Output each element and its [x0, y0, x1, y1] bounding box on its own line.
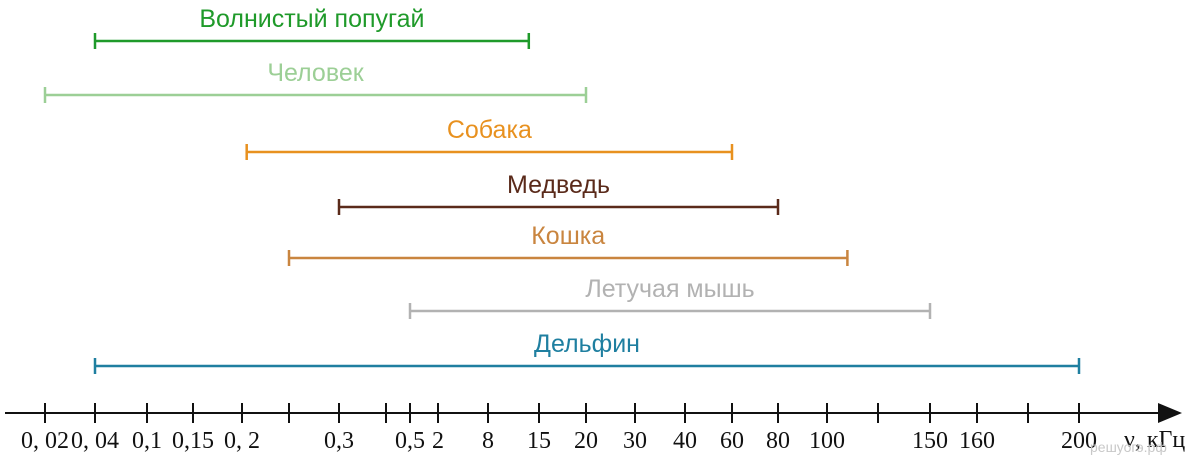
range-label: Летучая мышь — [585, 275, 754, 303]
range-bar: Летучая мышь — [408, 275, 932, 319]
range-label: Волнистый попугай — [199, 5, 424, 33]
range-label: Дельфин — [534, 330, 640, 358]
range-bar: Медведь — [337, 171, 780, 215]
x-tick-label: 60 — [720, 428, 744, 454]
x-tick-label: 100 — [809, 428, 845, 454]
x-tick-label: 30 — [623, 428, 647, 454]
ticks-layer: 0, 02 0, 04 0,1 0,15 0, 2 0,3 0,5 2 8 15 20 30 40 60 8… — [21, 403, 1097, 454]
x-tick-label: 0, 04 — [71, 428, 119, 454]
x-tick-label: 2 — [432, 428, 444, 454]
x-tick-label: 20 — [574, 428, 598, 454]
x-tick-label: 0, 02 — [21, 428, 69, 454]
range-bar: Собака — [245, 116, 734, 160]
range-label: Медведь — [507, 171, 610, 199]
range-bar: Волнистый попугай — [93, 5, 531, 49]
x-tick-label: 80 — [766, 428, 790, 454]
x-tick-label: 200 — [1061, 428, 1097, 454]
range-bar: Кошка — [287, 222, 849, 266]
x-tick-label: 40 — [673, 428, 697, 454]
x-tick-label: 0,15 — [172, 428, 214, 454]
x-tick-label: 0,3 — [324, 428, 354, 454]
x-tick-label: 15 — [527, 428, 551, 454]
x-axis-label: ν, кГц — [1124, 427, 1185, 453]
range-bar: Дельфин — [93, 330, 1081, 374]
x-tick-label: 150 — [912, 428, 948, 454]
range-label: Человек — [267, 59, 364, 87]
x-tick-label: 0, 2 — [224, 428, 260, 454]
x-tick-label: 160 — [959, 428, 995, 454]
range-label: Собака — [447, 116, 532, 144]
range-label: Кошка — [531, 222, 605, 250]
x-tick-label: 0,1 — [132, 428, 162, 454]
x-tick-label: 8 — [482, 428, 494, 454]
watermark: решуогэ.рф — [1090, 439, 1167, 455]
x-tick-label: 0,5 — [395, 428, 425, 454]
range-bar: Человек — [43, 59, 588, 103]
ranges-layer: Волнистый попугай Человек Собака Медведь Кош… — [43, 5, 1081, 374]
